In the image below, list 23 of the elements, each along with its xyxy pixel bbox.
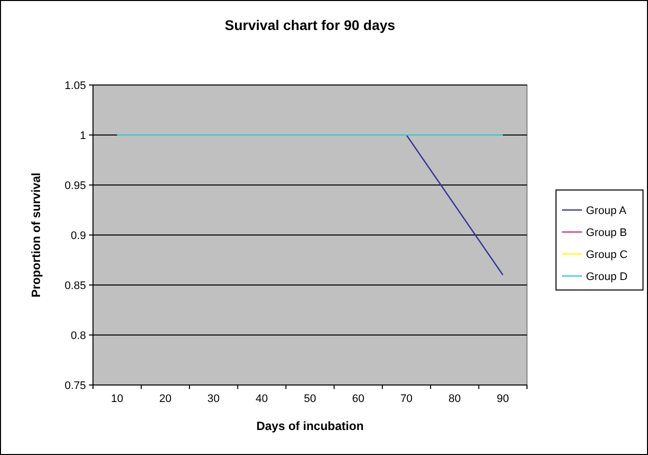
legend-label: Group C (586, 248, 628, 261)
x-tick-label: 60 (352, 393, 364, 405)
y-tick-label: 0.75 (64, 380, 86, 392)
y-tick-label: 0.85 (64, 280, 86, 292)
x-tick-label: 70 (400, 393, 413, 405)
chart-title: Survival chart for 90 days (224, 17, 396, 33)
x-tick-label: 50 (304, 393, 316, 405)
legend-label: Group B (586, 226, 627, 239)
x-tick-label: 90 (496, 393, 510, 405)
y-tick-label: 0.8 (70, 330, 86, 342)
y-tick-label: 1.05 (64, 80, 86, 92)
y-tick-label: 0.95 (64, 180, 86, 192)
x-axis-title: Days of incubation (256, 419, 364, 433)
x-tick-label: 20 (159, 393, 172, 405)
legend-label: Group A (586, 204, 628, 217)
x-tick-label: 30 (207, 393, 220, 405)
x-tick-label: 10 (110, 393, 124, 405)
y-tick-label: 0.9 (70, 230, 86, 242)
y-tick-label: 1 (80, 130, 86, 142)
x-tick-label: 40 (256, 393, 268, 405)
y-axis-title: Proportion of survival (29, 172, 43, 298)
x-tick-label: 80 (448, 393, 461, 405)
legend-label: Group D (586, 270, 628, 283)
